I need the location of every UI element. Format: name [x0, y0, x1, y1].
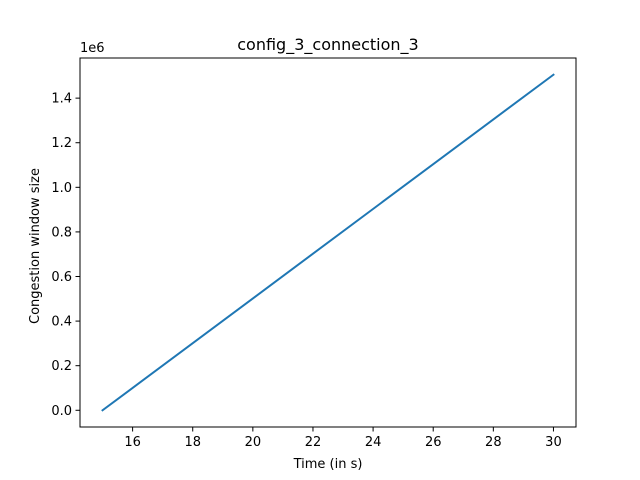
x-tick-label: 24 — [365, 435, 382, 450]
y-tick-label: 1.2 — [51, 136, 72, 151]
x-tick-label: 30 — [545, 435, 562, 450]
y-axis-label: Congestion window size — [28, 168, 43, 324]
x-tick-label: 26 — [425, 435, 442, 450]
y-tick-label: 1.0 — [51, 181, 72, 196]
x-axis-label: Time (in s) — [293, 457, 363, 472]
x-tick-label: 28 — [485, 435, 502, 450]
x-tick-label: 18 — [184, 435, 201, 450]
y-tick-label: 0.2 — [51, 359, 72, 374]
plot-area — [101, 73, 555, 412]
y-axis-offset-label: 1e6 — [80, 41, 105, 56]
y-tick-label: 0.6 — [51, 270, 72, 285]
axes-frame — [79, 57, 577, 428]
chart-title: config_3_connection_3 — [237, 35, 418, 55]
axes-overlay: 16 18 20 22 24 26 28 30 0.0 0.2 0.4 0.6 0.8 1.0 1.2 1.4 — [51, 57, 577, 450]
y-tick-label: 0.4 — [51, 315, 72, 330]
y-tick-label: 0.0 — [51, 404, 72, 419]
y-tick-label: 0.8 — [51, 225, 72, 240]
x-tick-label: 22 — [305, 435, 322, 450]
series-line-0 — [101, 73, 555, 412]
x-tick-label: 16 — [124, 435, 141, 450]
y-tick-label: 1.4 — [51, 92, 72, 107]
x-tick-label: 20 — [245, 435, 262, 450]
